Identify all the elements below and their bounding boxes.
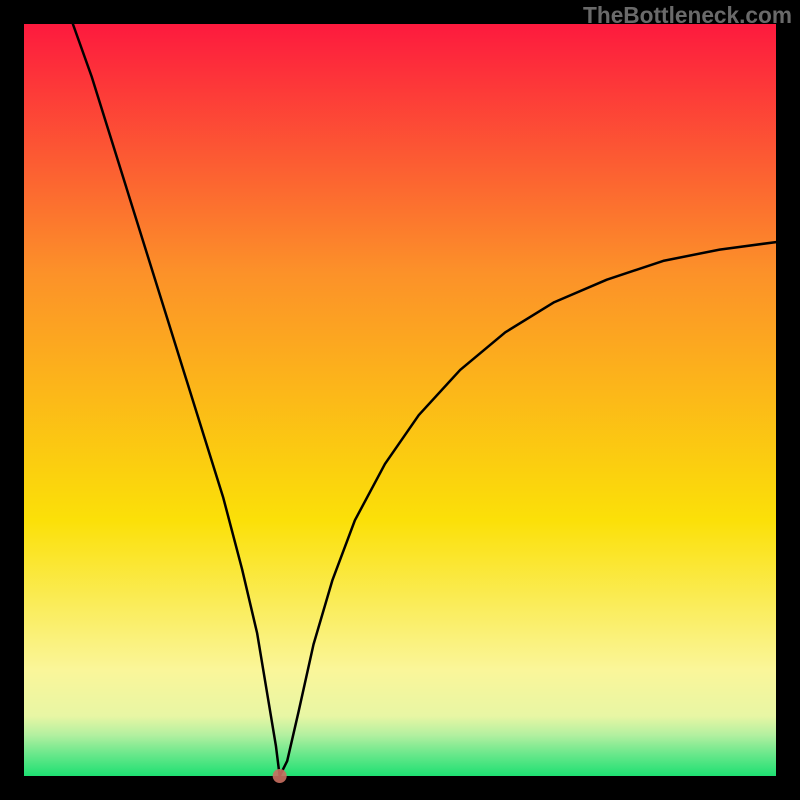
- chart-container: TheBottleneck.com: [0, 0, 800, 800]
- chart-svg: [0, 0, 800, 800]
- bottleneck-curve: [73, 24, 776, 776]
- optimum-marker: [273, 769, 287, 783]
- watermark-text: TheBottleneck.com: [583, 2, 792, 29]
